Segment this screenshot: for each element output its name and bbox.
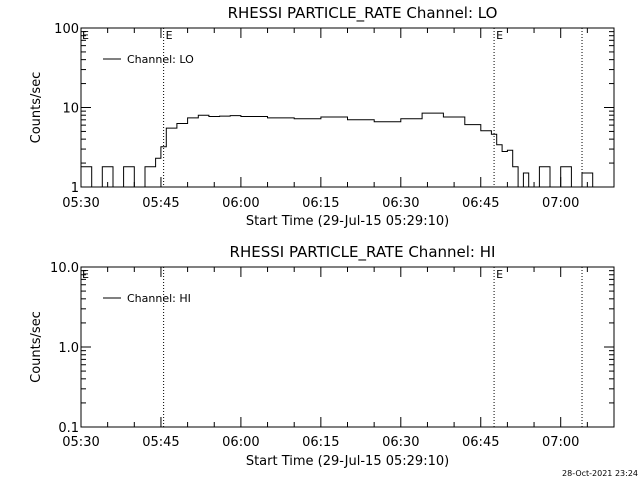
x-tick-label: 06:45 (462, 435, 499, 450)
y-tick-label: 1 (71, 181, 79, 196)
frame-edge-flag: E (82, 268, 89, 281)
x-tick-label: 06:15 (302, 435, 339, 450)
chart-lo: RHESSI PARTICLE_RATE Channel: LO Counts/s… (29, 4, 615, 229)
chart-title: RHESSI PARTICLE_RATE Channel: HI (230, 243, 496, 262)
x-tick-label: 06:00 (222, 196, 259, 211)
event-marker-flag: E (496, 268, 503, 281)
frame-edge-flag: E (82, 29, 89, 42)
x-tick-label: 05:30 (62, 435, 99, 450)
x-axis-label: Start Time (29-Jul-15 05:29:10) (246, 214, 449, 229)
x-tick-label: 06:30 (382, 196, 419, 211)
x-tick-label: 06:00 (222, 435, 259, 450)
event-marker-flag: E (166, 29, 173, 42)
event-marker-flag: E (496, 29, 503, 42)
y-tick-label: 10.0 (50, 261, 79, 276)
y-axis-label: Counts/sec (29, 311, 44, 383)
generation-timestamp: 28-Oct-2021 23:24 (562, 469, 638, 478)
chart-title: RHESSI PARTICLE_RATE Channel: LO (228, 4, 498, 23)
x-tick-label: 05:30 (62, 196, 99, 211)
y-tick-label: 100 (54, 22, 79, 37)
legend-label: Channel: HI (127, 292, 191, 305)
y-axis-label: Counts/sec (29, 72, 44, 144)
y-tick-label: 10 (62, 102, 79, 117)
x-axis-label: Start Time (29-Jul-15 05:29:10) (246, 454, 449, 469)
x-tick-label: 06:45 (462, 196, 499, 211)
x-tick-label: 07:00 (542, 435, 579, 450)
plot-frame (80, 27, 615, 188)
y-tick-label: 0.1 (58, 421, 79, 436)
y-tick-label: 1.0 (58, 341, 79, 356)
legend-label: Channel: LO (127, 53, 194, 66)
x-tick-label: 06:30 (382, 435, 419, 450)
chart-hi: RHESSI PARTICLE_RATE Channel: HI Counts/s… (29, 243, 615, 469)
plot-frame (80, 266, 615, 428)
series-line (81, 112, 604, 188)
x-tick-label: 05:45 (142, 435, 179, 450)
x-tick-label: 05:45 (142, 196, 179, 211)
x-tick-label: 06:15 (302, 196, 339, 211)
x-tick-label: 07:00 (542, 196, 579, 211)
